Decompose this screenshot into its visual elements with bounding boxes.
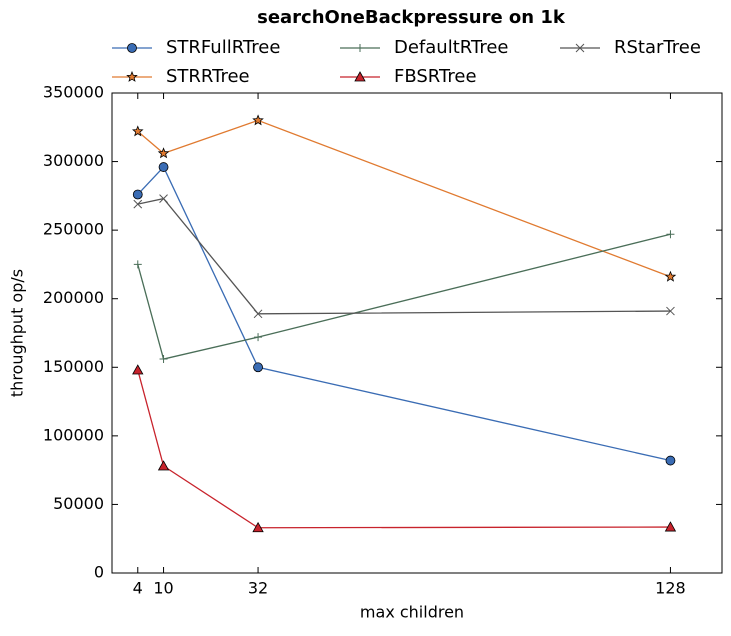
marker — [253, 309, 263, 319]
series-line — [137, 165, 671, 462]
marker — [354, 71, 366, 82]
y-tick-label: 250000 — [43, 220, 104, 239]
marker — [664, 521, 677, 532]
marker — [132, 364, 144, 375]
x-tick-label: 10 — [153, 579, 173, 598]
y-tick-label: 350000 — [43, 83, 104, 102]
marker — [254, 333, 263, 342]
legend-label: FBSRTree — [394, 66, 477, 87]
y-tick-label: 100000 — [43, 425, 104, 444]
legend-label: STRFullRTree — [166, 37, 280, 58]
marker — [126, 70, 138, 82]
legend-label: STRRTree — [166, 66, 250, 87]
series-line — [137, 119, 671, 278]
marker — [127, 43, 137, 53]
marker — [157, 460, 170, 471]
marker — [575, 43, 585, 53]
y-tick-label: 150000 — [43, 357, 104, 376]
marker — [666, 306, 675, 316]
chart-title: searchOneBackpressure on 1k — [257, 7, 566, 28]
x-tick-label: 32 — [248, 579, 268, 598]
marker — [158, 162, 169, 172]
y-tick-label: 0 — [94, 563, 104, 582]
marker — [664, 270, 677, 282]
plot-frame — [111, 92, 723, 574]
legend-label: DefaultRTree — [394, 37, 508, 58]
series-line — [137, 369, 671, 529]
marker — [159, 194, 168, 203]
series-line — [137, 197, 671, 315]
marker — [666, 230, 675, 239]
marker — [133, 199, 143, 209]
marker — [132, 189, 143, 200]
x-tick-label: 128 — [655, 579, 686, 598]
legend-label: RStarTree — [614, 37, 701, 58]
x-axis-label: max children — [360, 603, 464, 622]
marker — [253, 362, 263, 373]
marker — [252, 114, 264, 126]
marker — [159, 355, 168, 364]
marker — [132, 125, 144, 137]
y-axis-label: throughput op/s — [8, 269, 27, 397]
y-tick-label: 200000 — [43, 288, 104, 307]
marker — [133, 260, 142, 269]
series-line — [137, 233, 671, 360]
x-tick-label: 4 — [133, 579, 143, 598]
marker — [356, 44, 364, 52]
marker — [157, 147, 170, 159]
y-tick-label: 50000 — [53, 494, 104, 513]
y-tick-label: 300000 — [43, 151, 104, 170]
marker — [665, 455, 676, 466]
marker — [252, 521, 264, 533]
